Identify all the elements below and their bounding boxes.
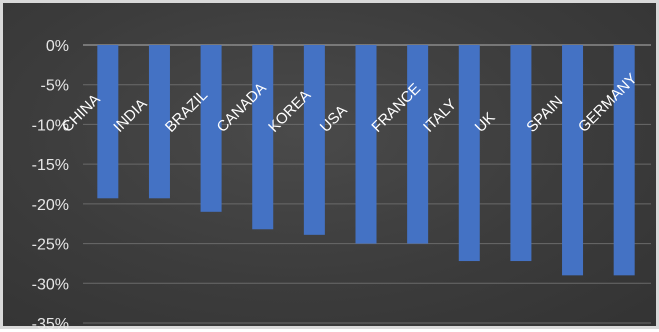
bar-brazil: [200, 45, 222, 212]
bar-usa: [355, 45, 377, 244]
bars: [97, 45, 635, 276]
bar-france: [407, 45, 429, 244]
bar-spain: [562, 45, 584, 276]
y-tick-label: -15%: [32, 157, 69, 174]
y-tick-label: -25%: [32, 237, 69, 254]
category-label: CHINA: [59, 91, 104, 136]
y-axis-ticks: 0% -5% -10% -15% -20% -25% -30% -35%: [32, 38, 69, 332]
y-tick-label: 0%: [46, 38, 69, 55]
y-tick-label: -5%: [41, 78, 69, 95]
bar-canada: [252, 45, 274, 230]
bar-china: [97, 45, 119, 199]
y-tick-label: -30%: [32, 276, 69, 293]
bar-chart: 0% -5% -10% -15% -20% -25% -30% -35% CHINA INDIA…: [32, 38, 651, 332]
bar-uk: [510, 45, 532, 262]
y-tick-label: -10%: [32, 117, 69, 134]
bar-india: [148, 45, 170, 199]
bar-italy: [458, 45, 480, 262]
bar-germany: [613, 45, 635, 276]
y-tick-label: -35%: [32, 316, 69, 332]
bar-korea: [303, 45, 325, 235]
y-tick-label: -20%: [32, 197, 69, 214]
